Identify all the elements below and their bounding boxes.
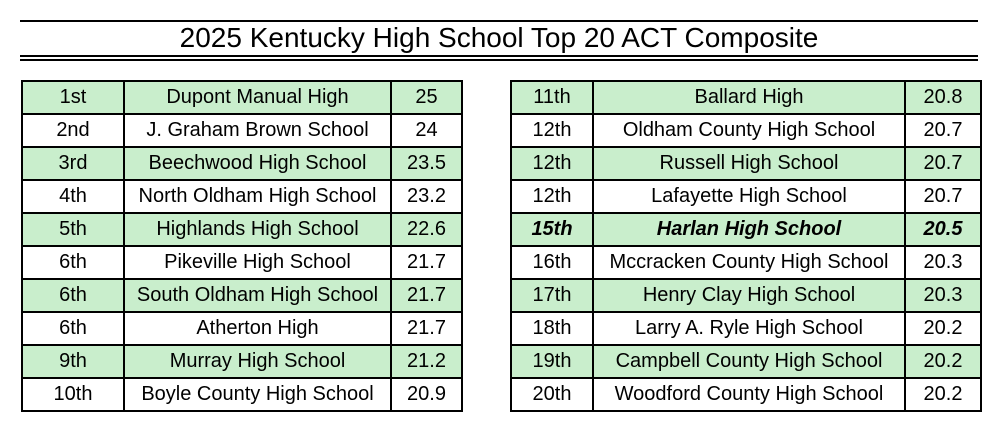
school-cell: Murray High School bbox=[123, 344, 392, 379]
school-cell: Mccracken County High School bbox=[592, 245, 906, 280]
score-cell: 20.8 bbox=[904, 80, 982, 115]
rank-cell: 12th bbox=[510, 113, 594, 148]
rank-cell: 16th bbox=[510, 245, 594, 280]
rank-cell: 5th bbox=[21, 212, 125, 247]
school-cell: Atherton High bbox=[123, 311, 392, 346]
table-row: 6th Atherton High 21.7 bbox=[21, 311, 463, 346]
school-cell: Beechwood High School bbox=[123, 146, 392, 181]
school-cell: Ballard High bbox=[592, 80, 906, 115]
table-row: 18th Larry A. Ryle High School 20.2 bbox=[510, 311, 982, 346]
score-cell: 21.7 bbox=[390, 311, 463, 346]
score-cell: 20.7 bbox=[904, 146, 982, 181]
score-cell: 20.3 bbox=[904, 278, 982, 313]
rank-table-1-10: 1st Dupont Manual High 25 2nd J. Graham Brow… bbox=[21, 80, 463, 412]
score-cell: 22.6 bbox=[390, 212, 463, 247]
table-row: 1st Dupont Manual High 25 bbox=[21, 80, 463, 115]
score-cell: 20.9 bbox=[390, 377, 463, 412]
rank-cell: 15th bbox=[510, 212, 594, 247]
score-cell: 20.2 bbox=[904, 377, 982, 412]
school-cell: Pikeville High School bbox=[123, 245, 392, 280]
school-cell: Campbell County High School bbox=[592, 344, 906, 379]
rank-cell: 4th bbox=[21, 179, 125, 214]
school-cell: Highlands High School bbox=[123, 212, 392, 247]
rank-cell: 18th bbox=[510, 311, 594, 346]
table-row: 10th Boyle County High School 20.9 bbox=[21, 377, 463, 412]
score-cell: 20.2 bbox=[904, 344, 982, 379]
table-row: 5th Highlands High School 22.6 bbox=[21, 212, 463, 247]
ranking-tables-container: 1st Dupont Manual High 25 2nd J. Graham Brow… bbox=[21, 80, 1000, 412]
table-row: 12th Oldham County High School 20.7 bbox=[510, 113, 982, 148]
score-cell: 20.3 bbox=[904, 245, 982, 280]
table-row: 12th Lafayette High School 20.7 bbox=[510, 179, 982, 214]
rank-cell: 12th bbox=[510, 179, 594, 214]
table-row: 20th Woodford County High School 20.2 bbox=[510, 377, 982, 412]
score-cell: 24 bbox=[390, 113, 463, 148]
school-cell: Harlan High School bbox=[592, 212, 906, 247]
rank-cell: 12th bbox=[510, 146, 594, 181]
table-row: 4th North Oldham High School 23.2 bbox=[21, 179, 463, 214]
score-cell: 21.7 bbox=[390, 245, 463, 280]
table-row: 19th Campbell County High School 20.2 bbox=[510, 344, 982, 379]
score-cell: 23.2 bbox=[390, 179, 463, 214]
score-cell: 23.5 bbox=[390, 146, 463, 181]
score-cell: 20.5 bbox=[904, 212, 982, 247]
school-cell: Larry A. Ryle High School bbox=[592, 311, 906, 346]
score-cell: 25 bbox=[390, 80, 463, 115]
rank-cell: 6th bbox=[21, 311, 125, 346]
score-cell: 20.7 bbox=[904, 179, 982, 214]
table-row: 3rd Beechwood High School 23.5 bbox=[21, 146, 463, 181]
rank-cell: 2nd bbox=[21, 113, 125, 148]
table-row: 12th Russell High School 20.7 bbox=[510, 146, 982, 181]
rank-cell: 20th bbox=[510, 377, 594, 412]
table-row: 16th Mccracken County High School 20.3 bbox=[510, 245, 982, 280]
rank-cell: 19th bbox=[510, 344, 594, 379]
rank-cell: 9th bbox=[21, 344, 125, 379]
table-row: 11th Ballard High 20.8 bbox=[510, 80, 982, 115]
school-cell: South Oldham High School bbox=[123, 278, 392, 313]
score-cell: 20.2 bbox=[904, 311, 982, 346]
table-row: 9th Murray High School 21.2 bbox=[21, 344, 463, 379]
rank-cell: 17th bbox=[510, 278, 594, 313]
school-cell: Henry Clay High School bbox=[592, 278, 906, 313]
school-cell: Lafayette High School bbox=[592, 179, 906, 214]
table-row: 17th Henry Clay High School 20.3 bbox=[510, 278, 982, 313]
school-cell: J. Graham Brown School bbox=[123, 113, 392, 148]
school-cell: Woodford County High School bbox=[592, 377, 906, 412]
school-cell: Dupont Manual High bbox=[123, 80, 392, 115]
page-title: 2025 Kentucky High School Top 20 ACT Com… bbox=[20, 20, 978, 61]
score-cell: 21.2 bbox=[390, 344, 463, 379]
rank-table-11-20: 11th Ballard High 20.8 12th Oldham County Hi… bbox=[510, 80, 982, 412]
score-cell: 21.7 bbox=[390, 278, 463, 313]
rank-cell: 6th bbox=[21, 245, 125, 280]
rank-cell: 10th bbox=[21, 377, 125, 412]
school-cell: Russell High School bbox=[592, 146, 906, 181]
school-cell: Oldham County High School bbox=[592, 113, 906, 148]
table-row: 6th South Oldham High School 21.7 bbox=[21, 278, 463, 313]
school-cell: Boyle County High School bbox=[123, 377, 392, 412]
table-row: 15th Harlan High School 20.5 bbox=[510, 212, 982, 247]
rank-cell: 1st bbox=[21, 80, 125, 115]
rank-cell: 6th bbox=[21, 278, 125, 313]
rank-cell: 11th bbox=[510, 80, 594, 115]
table-row: 2nd J. Graham Brown School 24 bbox=[21, 113, 463, 148]
school-cell: North Oldham High School bbox=[123, 179, 392, 214]
table-row: 6th Pikeville High School 21.7 bbox=[21, 245, 463, 280]
score-cell: 20.7 bbox=[904, 113, 982, 148]
rank-cell: 3rd bbox=[21, 146, 125, 181]
